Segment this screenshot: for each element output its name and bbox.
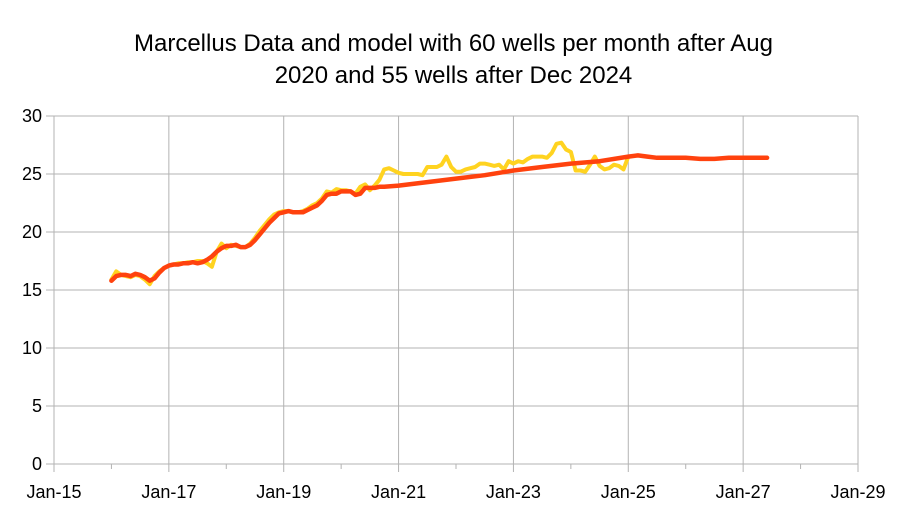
- series-layer: [109, 140, 770, 287]
- chart-title-line-2: 2020 and 55 wells after Dec 2024: [274, 62, 633, 89]
- y-tick-label: 5: [32, 396, 42, 416]
- x-tick-label: Jan-15: [26, 482, 81, 502]
- x-tick-label: Jan-25: [601, 482, 656, 502]
- x-tick-label: Jan-17: [141, 482, 196, 502]
- grid-layer: [46, 115, 859, 472]
- x-tick-label: Jan-21: [371, 482, 426, 502]
- x-tick-label: Jan-23: [486, 482, 541, 502]
- y-tick-label: 20: [22, 222, 42, 242]
- chart-title-line-1: Marcellus Data and model with 60 wells p…: [134, 30, 773, 57]
- y-tick-label: 0: [32, 454, 42, 474]
- y-tick-label: 30: [22, 106, 42, 126]
- x-tick-label: Jan-19: [256, 482, 311, 502]
- y-tick-label: 15: [22, 280, 42, 300]
- tick-label-layer: 0 5 10 15 20 25 30 Jan-15 Jan-17 Jan-19 Jan-21 Jan-…: [22, 106, 886, 502]
- x-tick-label: Jan-27: [716, 482, 771, 502]
- chart-title: Marcellus Data and model with 60 wells p…: [0, 28, 907, 92]
- x-tick-label: Jan-29: [830, 482, 885, 502]
- y-tick-label: 10: [22, 338, 42, 358]
- series-line-model: [109, 153, 770, 283]
- y-tick-label: 25: [22, 164, 42, 184]
